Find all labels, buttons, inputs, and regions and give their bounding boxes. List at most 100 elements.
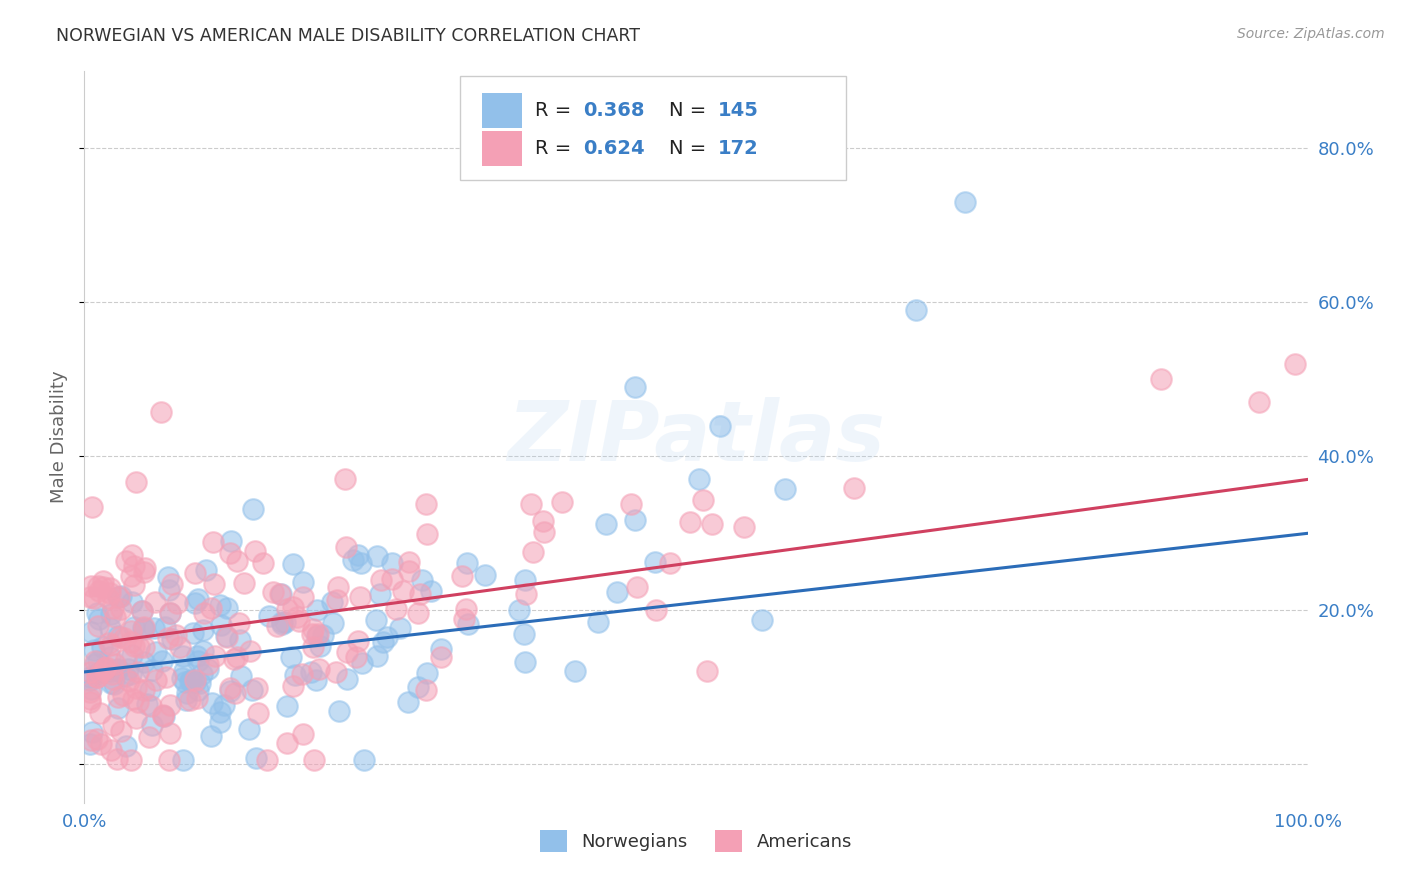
Point: [121, 595, 143, 609]
Point: [145, 645, 167, 659]
Point: [186, 691, 208, 706]
Point: [120, 624, 142, 639]
Point: [533, 524, 555, 539]
Point: [307, 627, 329, 641]
Point: [94, 660, 117, 674]
Point: [86, 670, 108, 684]
Point: [101, 601, 124, 615]
Text: R =: R =: [534, 101, 576, 120]
Point: [692, 493, 714, 508]
Point: [184, 566, 207, 581]
Point: [291, 575, 314, 590]
Point: [256, 754, 278, 768]
Point: [733, 520, 755, 534]
Point: [159, 725, 181, 739]
Text: Source: ZipAtlas.com: Source: ZipAtlas.com: [1237, 27, 1385, 41]
Point: [186, 648, 208, 663]
Point: [368, 587, 391, 601]
Point: [224, 686, 246, 700]
Point: [309, 640, 332, 654]
Point: [416, 527, 439, 541]
Point: [112, 632, 135, 646]
Point: [1150, 372, 1173, 386]
Point: [103, 677, 125, 691]
Point: [195, 563, 218, 577]
Point: [209, 618, 232, 632]
Point: [308, 662, 330, 676]
Point: [844, 482, 866, 496]
Point: [522, 545, 544, 559]
Point: [905, 303, 928, 318]
FancyBboxPatch shape: [482, 93, 522, 128]
Point: [233, 576, 256, 591]
Point: [270, 615, 292, 630]
Point: [79, 692, 101, 706]
Point: [86, 606, 108, 620]
Point: [276, 601, 298, 615]
Text: N =: N =: [669, 101, 713, 120]
Point: [138, 730, 160, 744]
Point: [312, 627, 335, 641]
Point: [419, 584, 441, 599]
Point: [328, 704, 350, 718]
Point: [688, 472, 710, 486]
Point: [197, 662, 219, 676]
Point: [80, 725, 103, 739]
Point: [125, 711, 148, 725]
Point: [121, 549, 143, 563]
Point: [262, 585, 284, 599]
Point: [145, 673, 167, 687]
Text: ZIPatlas: ZIPatlas: [508, 397, 884, 477]
Point: [366, 549, 388, 564]
Point: [127, 665, 149, 680]
Point: [156, 631, 179, 645]
Text: 0.624: 0.624: [583, 138, 645, 158]
Point: [270, 587, 292, 601]
Point: [104, 657, 127, 672]
Point: [301, 622, 323, 636]
Point: [408, 607, 430, 621]
Point: [173, 664, 195, 678]
Point: [624, 380, 647, 394]
Point: [307, 629, 329, 643]
Point: [159, 607, 181, 621]
Point: [595, 517, 617, 532]
FancyBboxPatch shape: [460, 77, 846, 179]
Point: [122, 639, 145, 653]
Point: [79, 591, 101, 605]
Point: [336, 645, 359, 659]
Point: [392, 584, 415, 599]
Point: [93, 581, 115, 595]
Point: [115, 739, 138, 753]
Point: [333, 472, 356, 486]
Point: [132, 619, 155, 633]
Point: [246, 681, 269, 695]
Point: [307, 603, 329, 617]
Point: [456, 556, 478, 570]
Point: [508, 603, 530, 617]
Point: [100, 743, 122, 757]
Point: [551, 494, 574, 508]
Point: [209, 705, 232, 719]
Point: [82, 500, 104, 514]
Point: [107, 662, 129, 676]
Point: [457, 616, 479, 631]
Point: [160, 577, 183, 591]
Point: [114, 668, 136, 682]
Y-axis label: Male Disability: Male Disability: [51, 371, 69, 503]
Point: [773, 483, 796, 497]
Point: [79, 695, 101, 709]
Point: [122, 692, 145, 706]
Point: [98, 586, 121, 600]
Point: [149, 405, 172, 419]
Point: [679, 515, 702, 529]
Point: [134, 561, 156, 575]
Point: [107, 690, 129, 704]
Point: [606, 585, 628, 599]
Point: [370, 573, 392, 587]
Point: [270, 617, 292, 632]
Point: [132, 655, 155, 669]
Point: [125, 475, 148, 489]
Point: [513, 573, 536, 587]
Point: [100, 607, 122, 621]
